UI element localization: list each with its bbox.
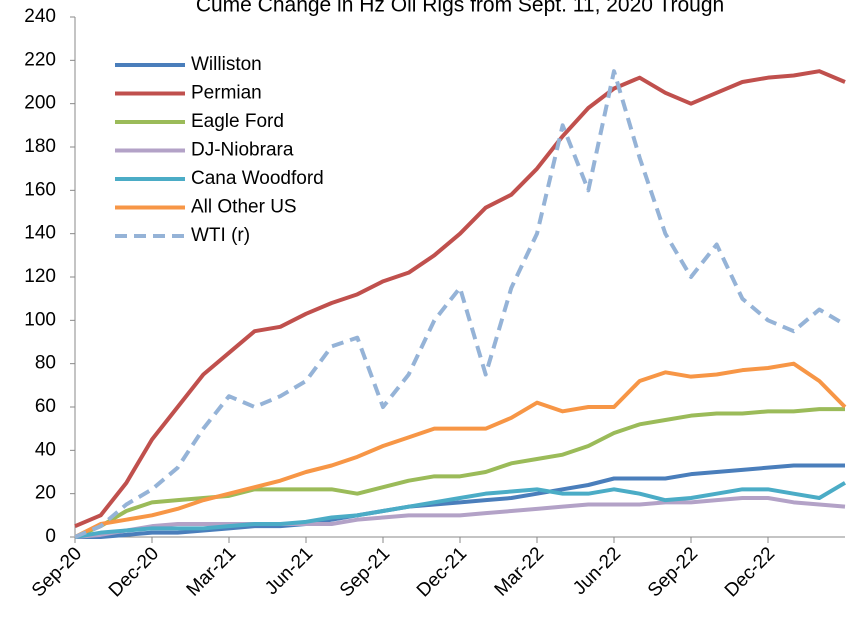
y-tick-label: 180: [24, 136, 56, 157]
chart-title: Cume Change in Hz Oil Rigs from Sept. 11…: [196, 0, 724, 17]
y-tick-label: 100: [24, 309, 56, 330]
y-tick-label: 160: [24, 179, 56, 200]
legend-label: All Other US: [191, 197, 297, 218]
series-line: [74, 481, 847, 539]
series-line: [74, 361, 847, 539]
legend-label: Williston: [191, 54, 262, 75]
legend-label: Eagle Ford: [191, 111, 284, 132]
y-tick-label: 40: [35, 439, 56, 460]
series-line: [74, 407, 845, 539]
x-tick-label: Dec-20: [105, 543, 163, 601]
x-tick-label: Jun-22: [569, 543, 625, 599]
legend-label: DJ-Niobrara: [191, 140, 294, 161]
x-tick-label: Mar-21: [183, 543, 240, 600]
y-tick-label: 60: [35, 396, 56, 417]
y-tick-label: 220: [24, 49, 56, 70]
x-tick-label: Mar-22: [491, 543, 548, 600]
series-line: [74, 69, 846, 529]
y-tick-label: 140: [24, 223, 56, 244]
y-tick-label: 0: [45, 526, 56, 547]
series-line: [74, 69, 847, 539]
legend-label: Cana Woodford: [191, 168, 324, 189]
x-tick-label: Sep-20: [28, 543, 86, 601]
x-tick-label: Dec-22: [721, 543, 779, 601]
x-tick-label: Sep-21: [336, 543, 394, 601]
series-line: [75, 463, 845, 539]
x-tick-label: Sep-22: [644, 543, 702, 601]
y-tick-label: 240: [24, 6, 56, 27]
y-tick-label: 120: [24, 266, 56, 287]
x-tick-label: Dec-21: [413, 543, 471, 601]
y-tick-label: 200: [24, 93, 56, 114]
series-line: [74, 496, 846, 539]
x-tick-label: Jun-21: [261, 543, 317, 599]
legend-label: Permian: [191, 83, 262, 104]
y-tick-label: 20: [35, 483, 56, 504]
legend-label: WTI (r): [191, 225, 250, 246]
y-tick-label: 80: [35, 353, 56, 374]
